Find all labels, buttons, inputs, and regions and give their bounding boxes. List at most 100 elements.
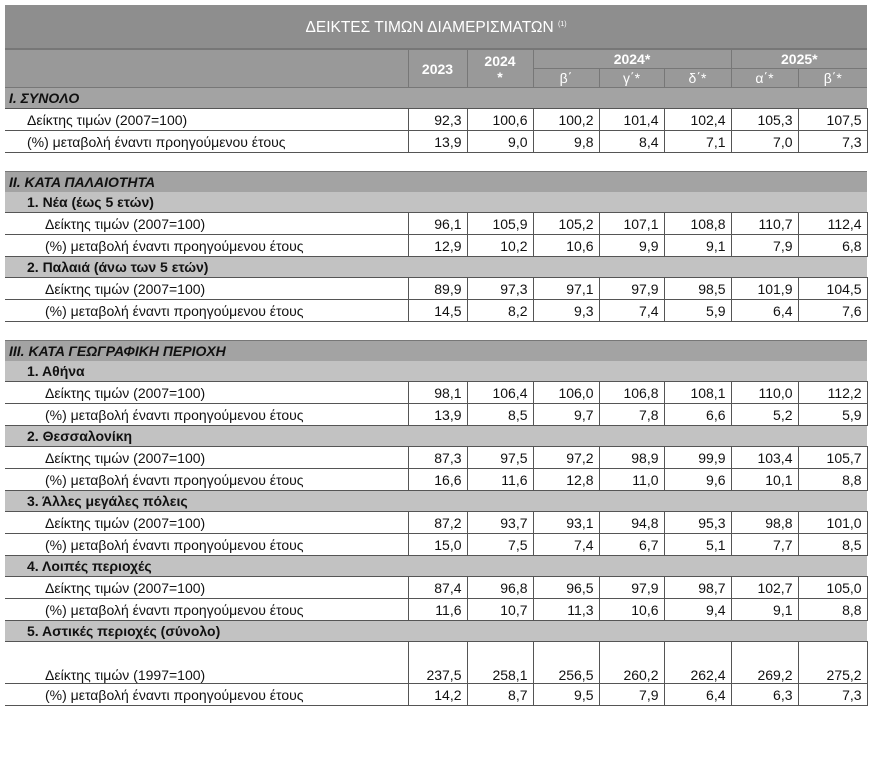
cell-value: 9,0 (466, 130, 534, 153)
cell-value: 98,7 (663, 576, 732, 599)
cell-value: 10,6 (532, 234, 600, 257)
subsection-header-row: 5. Αστικές περιοχές (σύνολο) (5, 620, 868, 642)
cell-value: 107,1 (598, 212, 665, 235)
table-row: (%) μεταβολή έναντι προηγούμενου έτους 12… (5, 234, 868, 257)
cell-value: 14,5 (407, 299, 468, 322)
cell-value: 104,5 (797, 277, 868, 300)
cell-value: 262,4 (663, 641, 732, 684)
cell-value: 107,5 (797, 108, 868, 131)
cell-value: 7,3 (797, 683, 868, 706)
cell-value: 9,9 (598, 234, 665, 257)
cell-value: 256,5 (532, 641, 600, 684)
cell-value: 105,0 (797, 576, 868, 599)
table-row: Δείκτης τιμών (1997=100) 237,5 258,1 256,5 2… (5, 641, 868, 684)
cell-value: 7,3 (797, 130, 868, 153)
cell-value: 9,7 (532, 403, 600, 426)
subsection-title: 5. Αστικές περιοχές (σύνολο) (5, 620, 868, 642)
subsection-header-row: 1. Αθήνα (5, 361, 868, 382)
cell-value: 97,9 (598, 277, 665, 300)
cell-value: 8,5 (466, 403, 534, 426)
section-header-row: III. ΚΑΤΑ ΓΕΩΓΡΑΦΙΚΗ ΠΕΡΙΟΧΗ (5, 340, 868, 361)
cell-value: 106,4 (466, 381, 534, 404)
header-quarter: γ΄* (598, 68, 664, 88)
row-label: (%) μεταβολή έναντι προηγούμενου έτους (5, 598, 409, 621)
table-row: (%) μεταβολή έναντι προηγούμενου έτους 11… (5, 598, 868, 621)
cell-value: 112,4 (797, 212, 868, 235)
header-row-1: 2023 2024 * 2024* 2025* (5, 49, 868, 88)
cell-value: 100,6 (466, 108, 534, 131)
cell-value: 7,4 (532, 533, 600, 556)
subsection-header-row: 4. Λοιπές περιοχές (5, 555, 868, 577)
cell-value: 6,6 (663, 403, 732, 426)
cell-value: 87,3 (407, 446, 468, 469)
section-title: II. ΚΑΤΑ ΠΑΛΑΙΟΤΗΤΑ (5, 171, 868, 192)
cell-value: 8,4 (598, 130, 665, 153)
cell-value: 11,6 (407, 598, 468, 621)
cell-value: 103,4 (730, 446, 799, 469)
cell-value: 6,4 (730, 299, 799, 322)
cell-value: 5,9 (797, 403, 868, 426)
cell-value: 13,9 (407, 130, 468, 153)
cell-value: 16,6 (407, 468, 468, 491)
row-label: (%) μεταβολή έναντι προηγούμενου έτους (5, 403, 409, 426)
cell-value: 258,1 (466, 641, 534, 684)
row-label: Δείκτης τιμών (2007=100) (5, 108, 409, 131)
cell-value: 7,9 (598, 683, 665, 706)
subsection-header-row: 2. Θεσσαλονίκη (5, 425, 868, 447)
cell-value: 5,2 (730, 403, 799, 426)
cell-value: 96,5 (532, 576, 600, 599)
cell-value: 11,6 (466, 468, 534, 491)
table-row: (%) μεταβολή έναντι προηγούμενου έτους 13… (5, 130, 868, 153)
cell-value: 13,9 (407, 403, 468, 426)
cell-value: 6,3 (730, 683, 799, 706)
subsection-header-row: 3. Άλλες μεγάλες πόλεις (5, 490, 868, 512)
cell-value: 100,2 (532, 108, 600, 131)
cell-value: 105,3 (730, 108, 799, 131)
cell-value: 11,3 (532, 598, 600, 621)
header-2023: 2023 (407, 49, 467, 88)
cell-value: 6,4 (663, 683, 732, 706)
section-title: I. ΣΥΝΟΛΟ (5, 87, 868, 109)
cell-value: 93,1 (532, 511, 600, 534)
cell-value: 7,6 (797, 299, 868, 322)
row-label: Δείκτης τιμών (1997=100) (5, 641, 409, 684)
cell-value: 108,1 (663, 381, 732, 404)
subsection-title: 1. Νέα (έως 5 ετών) (5, 192, 868, 213)
header-group-2024: 2024* (532, 49, 731, 69)
cell-value: 97,1 (532, 277, 600, 300)
cell-value: 105,2 (532, 212, 600, 235)
table-row: Δείκτης τιμών (2007=100) 89,9 97,3 97,1 97,9… (5, 277, 868, 300)
cell-value: 110,7 (730, 212, 799, 235)
section-title: III. ΚΑΤΑ ΓΕΩΓΡΑΦΙΚΗ ΠΕΡΙΟΧΗ (5, 340, 868, 361)
row-label: (%) μεταβολή έναντι προηγούμενου έτους (5, 533, 409, 556)
cell-value: 87,2 (407, 511, 468, 534)
cell-value: 6,7 (598, 533, 665, 556)
table-row: Δείκτης τιμών (2007=100) 87,4 96,8 96,5 97,9… (5, 576, 868, 599)
table-row: Δείκτης τιμών (2007=100) 87,3 97,5 97,2 98,9… (5, 446, 868, 469)
table-row: (%) μεταβολή έναντι προηγούμενου έτους 16… (5, 468, 868, 491)
cell-value: 237,5 (407, 641, 468, 684)
cell-value: 10,1 (730, 468, 799, 491)
cell-value: 101,0 (797, 511, 868, 534)
cell-value: 15,0 (407, 533, 468, 556)
header-quarter: α΄* (730, 68, 798, 88)
cell-value: 8,2 (466, 299, 534, 322)
cell-value: 10,6 (598, 598, 665, 621)
cell-value: 8,8 (797, 598, 868, 621)
cell-value: 98,8 (730, 511, 799, 534)
cell-value: 106,8 (598, 381, 665, 404)
cell-value: 11,0 (598, 468, 665, 491)
cell-value: 89,9 (407, 277, 468, 300)
table-row: Δείκτης τιμών (2007=100) 98,1 106,4 106,0 10… (5, 381, 868, 404)
cell-value: 6,8 (797, 234, 868, 257)
cell-value: 7,1 (663, 130, 732, 153)
cell-value: 105,9 (466, 212, 534, 235)
cell-value: 9,4 (663, 598, 732, 621)
cell-value: 12,8 (532, 468, 600, 491)
table-row: Δείκτης τιμών (2007=100) 92,3 100,6 100,2 10… (5, 108, 868, 131)
row-label: (%) μεταβολή έναντι προηγούμενου έτους (5, 683, 409, 706)
subsection-title: 4. Λοιπές περιοχές (5, 555, 868, 577)
row-label: (%) μεταβολή έναντι προηγούμενου έτους (5, 468, 409, 491)
apartment-price-index-table: ΔΕΙΚΤΕΣ ΤΙΜΩΝ ΔΙΑΜΕΡΙΣΜΑΤΩΝ (1) 2023 202… (5, 5, 868, 706)
cell-value: 7,4 (598, 299, 665, 322)
